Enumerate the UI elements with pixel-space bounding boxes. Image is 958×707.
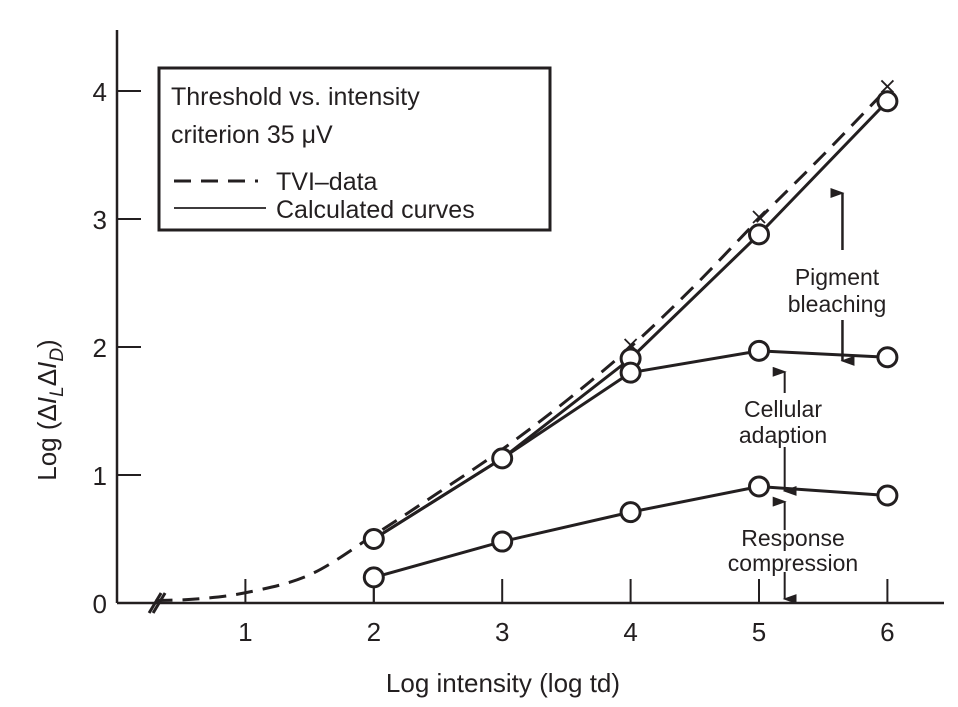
- x-tick-label: 2: [367, 617, 381, 647]
- calculated-point-response-compression: [362, 566, 385, 589]
- axis-break-icon: [147, 592, 167, 614]
- calculated-point-pigment-bleaching: [876, 90, 899, 113]
- axis-break-mark: [147, 592, 163, 614]
- legend-title-line2: criterion 35 μV: [171, 121, 333, 149]
- y-title-suffix: ): [32, 339, 62, 348]
- calculated-point-cellular-adaption: [876, 346, 899, 369]
- y-ticks: [117, 90, 141, 476]
- y-title-delta: Δ: [32, 404, 62, 421]
- y-tick-labels: 0 1 2 3 4: [93, 77, 107, 619]
- annotation-arrows: [772, 188, 855, 604]
- axes: [115, 30, 944, 614]
- x-tick-label: 1: [238, 617, 252, 647]
- y-axis-title: Log (ΔILΔID): [32, 339, 68, 480]
- annotation-cellular-line1: Cellular: [744, 396, 822, 422]
- calculated-point-response-compression: [876, 484, 899, 507]
- y-tick-label: 2: [93, 333, 107, 363]
- x-tick-label: 5: [752, 617, 766, 647]
- y-title-i: I: [32, 397, 62, 404]
- calculated-point-pigment-bleaching: [748, 223, 770, 246]
- calculated-point-pigment-bleaching: [491, 447, 514, 470]
- legend-entry-tvi: TVI–data: [276, 168, 378, 196]
- x-tick-label: 6: [880, 617, 894, 647]
- calculated-point-pigment-bleaching: [362, 528, 385, 550]
- y-title-sub: L: [47, 386, 68, 397]
- calculated-point-response-compression: [748, 475, 770, 498]
- x-axis-title: Log intensity (log td): [386, 668, 620, 698]
- annotation-pigment-line2: bleaching: [788, 291, 886, 317]
- x-tick-label: 4: [623, 617, 637, 647]
- calculated-point-response-compression: [619, 501, 642, 524]
- y-tick-label: 1: [93, 461, 107, 491]
- y-title-sub: D: [47, 348, 68, 362]
- y-title-delta: Δ: [32, 369, 62, 386]
- annotation-response-line2: compression: [728, 550, 858, 576]
- y-tick-label: 4: [93, 77, 107, 107]
- calculated-point-response-compression: [491, 530, 514, 553]
- calculated-point-cellular-adaption: [748, 339, 770, 362]
- annotations: Pigment bleaching Cellular adaption Resp…: [728, 264, 886, 576]
- annotation-pigment-line1: Pigment: [795, 264, 880, 290]
- y-title-i: I: [32, 362, 62, 369]
- tvi-data-x-marker: [880, 79, 895, 94]
- x-tick-labels: 1 2 3 4 5 6: [238, 617, 894, 647]
- tvi-data-dashed-line: [155, 87, 889, 602]
- tvi-data-x-marker: [752, 210, 766, 224]
- calculated-point-cellular-adaption: [619, 361, 642, 384]
- x-ticks: [244, 579, 889, 603]
- y-title-prefix: Log (: [32, 421, 62, 481]
- legend: Threshold vs. intensity criterion 35 μV …: [157, 66, 552, 232]
- x-tick-label: 3: [495, 617, 509, 647]
- annotation-response-line1: Response: [741, 525, 845, 551]
- legend-entry-calculated: Calculated curves: [276, 196, 475, 224]
- axis-break-mark: [151, 592, 167, 614]
- annotation-cellular-line2: adaption: [739, 422, 827, 448]
- series-layer: [155, 79, 899, 603]
- y-tick-label: 3: [93, 205, 107, 235]
- legend-title-line1: Threshold vs. intensity: [171, 83, 420, 111]
- y-tick-label: 0: [93, 589, 107, 619]
- legend-box: [157, 66, 552, 232]
